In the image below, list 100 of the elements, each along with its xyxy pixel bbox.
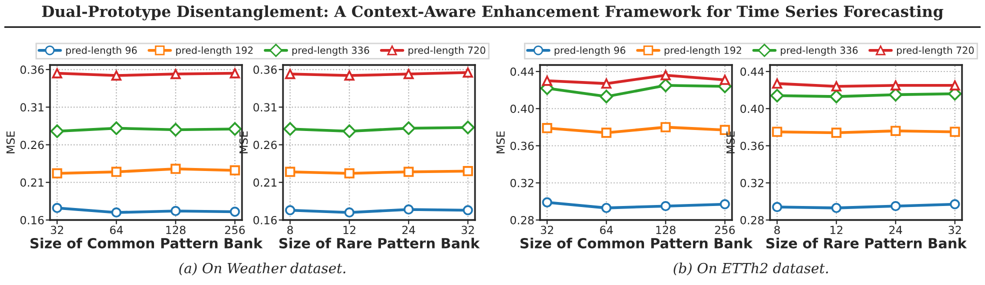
point [831,128,842,138]
point [831,81,842,92]
point [890,126,901,136]
y-tick-label: 0.36 [510,142,534,150]
y-tick-label: 0.44 [740,67,764,76]
point [230,68,240,78]
text: (a) On Weather dataset. [179,262,346,276]
x-axis-title: Size of Common Pattern Bank [30,238,263,248]
point [52,168,62,178]
x-tick-label: 256 [715,226,735,234]
x-tick-label: 64 [600,226,613,234]
point [52,68,62,78]
point [720,199,730,210]
point [230,206,240,217]
text: (b) On ETTh2 dataset. [674,262,828,276]
x-tick-label: 64 [110,226,123,234]
x-tick-label: 32 [50,226,64,234]
y-axis-title: MSE [496,131,505,154]
legend-label: pred-length 720 [897,46,974,56]
x-tick-label: 32 [540,226,554,234]
point [660,122,671,132]
point [404,166,414,177]
point [404,204,414,215]
point [111,166,122,177]
point [404,68,414,80]
point [170,164,181,174]
point [600,90,614,104]
point [772,202,782,212]
x-tick-label: 12 [344,226,356,234]
point [342,124,356,138]
point [890,80,901,90]
y-tick-label: 0.36 [20,65,44,74]
point [462,67,473,78]
x-tick-label: 24 [402,226,416,234]
point [601,202,612,214]
point [720,74,730,85]
y-tick-label: 0.21 [253,178,276,187]
point [542,123,552,134]
point [658,78,672,92]
point [285,68,296,80]
x-tick-label: 128 [166,226,186,234]
point [230,165,240,176]
legend-label: pred-length 720 [408,46,486,56]
y-tick-label: 0.26 [253,140,277,150]
x-tick-label: 32 [948,226,961,234]
point [168,122,182,137]
point [111,207,122,218]
point [890,201,901,212]
point [285,205,296,216]
point [462,166,473,176]
y-tick-label: 0.31 [253,103,276,112]
point [344,70,354,81]
point [772,126,782,137]
x-tick-label: 8 [287,226,293,234]
text: Dual-Prototype Disentanglement: A Context-Aware Enhancement Framework for Time Series Forecasting [42,5,944,20]
y-tick-label: 0.32 [510,178,534,188]
point [110,121,124,135]
legend-label: pred-length 192 [664,46,742,56]
x-tick-label: 24 [889,226,902,234]
legend-label: pred-length 96 [66,46,137,56]
point [772,78,782,89]
point [285,166,296,177]
point [170,68,181,80]
y-axis-title: MSE [6,131,15,154]
point [461,120,475,134]
point [50,124,64,138]
point [462,205,473,216]
y-tick-label: 0.44 [510,67,534,76]
point [950,126,960,137]
y-tick-label: 0.31 [20,103,44,112]
point [402,121,416,135]
point [601,128,612,138]
legend-label: pred-length 192 [176,46,253,56]
y-tick-label: 0.21 [20,178,44,187]
y-tick-label: 0.40 [510,104,534,113]
y-tick-label: 0.40 [740,104,764,113]
point [344,207,354,218]
x-axis-title: Size of Common Pattern Bank [520,238,753,248]
x-axis-title: Size of Rare Pattern Bank [766,238,967,248]
point [950,80,960,90]
legend-label: pred-length 336 [780,46,858,56]
legend-label: pred-length 336 [292,46,370,56]
y-tick-label: 0.16 [20,216,44,224]
point [542,76,552,86]
point [660,70,671,80]
point [830,90,844,104]
x-tick-label: 8 [774,226,780,234]
y-tick-label: 0.26 [20,140,44,150]
point [52,202,62,214]
y-tick-label: 0.36 [253,65,277,74]
x-tick-label: 32 [462,226,474,234]
point [111,70,122,81]
point [950,199,960,210]
x-axis-title: Size of Rare Pattern Bank [279,238,480,248]
y-tick-label: 0.36 [740,142,764,150]
point [344,168,354,178]
y-tick-label: 0.16 [253,216,277,224]
x-tick-label: 128 [656,226,676,234]
x-tick-label: 12 [830,226,842,234]
point [542,197,552,208]
